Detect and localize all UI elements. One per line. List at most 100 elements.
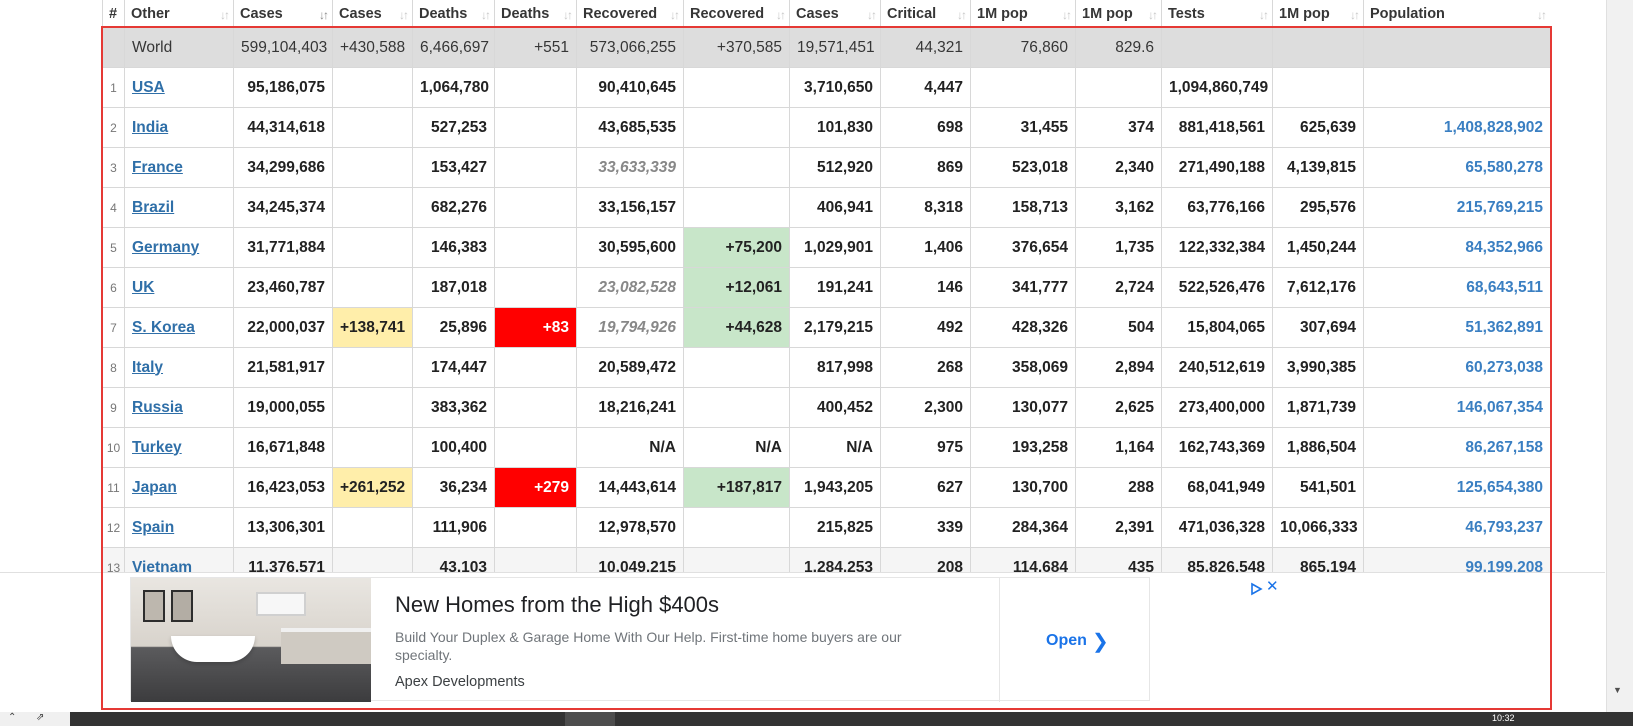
arrow-icon[interactable]: ⇗ [36, 712, 45, 723]
country-name-link[interactable]: UK [132, 278, 155, 296]
active-cases-cell: 1,029,901 [789, 227, 881, 268]
ad-card[interactable]: New Homes from the High $400s Build Your… [130, 577, 1279, 702]
country-name-link[interactable]: Turkey [132, 438, 182, 456]
country-link[interactable]: Germany [124, 227, 234, 268]
new-deaths-cell: +83 [494, 307, 577, 348]
country-name-link[interactable]: France [132, 158, 183, 176]
total-recovered-cell: 14,443,614 [576, 467, 684, 508]
country-link[interactable]: Russia [124, 387, 234, 428]
country-name-link[interactable]: Vietnam [132, 558, 193, 576]
ad-choices-icon[interactable] [1249, 582, 1263, 596]
header-cases-per-1m[interactable]: 1M pop ↓↑ [970, 0, 1076, 28]
total-cases-cell: 23,460,787 [233, 267, 333, 308]
header-new-cases[interactable]: Cases ↓↑ [332, 0, 413, 28]
new-cases-cell [332, 387, 413, 428]
country-link[interactable]: Brazil [124, 187, 234, 228]
new-deaths-cell [494, 147, 577, 188]
header-total-tests[interactable]: Tests ↓↑ [1161, 0, 1273, 28]
sort-icon[interactable]: ↓↑ [670, 8, 680, 22]
header-active-cases[interactable]: Cases ↓↑ [789, 0, 881, 28]
sort-icon[interactable]: ↓↑ [220, 8, 230, 22]
country-link[interactable]: France [124, 147, 234, 188]
deaths-per-1m-cell: 504 [1075, 307, 1162, 348]
header-label: Cases [796, 6, 839, 22]
table-row: 2 India 44,314,618 527,253 43,685,535 101,830… [102, 107, 1550, 148]
total-tests-cell: 881,418,561 [1161, 107, 1273, 148]
header-tests-per-1m[interactable]: 1M pop ↓↑ [1272, 0, 1364, 28]
sort-icon[interactable]: ↓↑ [563, 8, 573, 22]
sort-icon[interactable]: ↓↑ [1259, 8, 1269, 22]
header-total-cases[interactable]: Cases ↓↑ [233, 0, 333, 28]
deaths-per-1m-cell: 374 [1075, 107, 1162, 148]
header-new-deaths[interactable]: Deaths ↓↑ [494, 0, 577, 28]
country-name-link[interactable]: Japan [132, 478, 177, 496]
table-row: 4 Brazil 34,245,374 682,276 33,156,157 406,94… [102, 187, 1550, 228]
sort-icon[interactable]: ↓↑ [867, 8, 877, 22]
population-cell: 84,352,966 [1363, 227, 1550, 268]
header-deaths-per-1m[interactable]: 1M pop ↓↑ [1075, 0, 1162, 28]
sort-icon[interactable]: ↓↑ [1062, 8, 1072, 22]
header-population[interactable]: Population ↓↑ [1363, 0, 1550, 28]
vertical-scrollbar[interactable] [1606, 0, 1633, 712]
chevron-right-icon[interactable]: ❯ [1092, 631, 1109, 653]
sort-icon[interactable]: ↓↑ [776, 8, 786, 22]
sort-icon[interactable]: ↓↑ [1350, 8, 1360, 22]
country-link[interactable]: Spain [124, 507, 234, 548]
total-cases-cell: 44,314,618 [233, 107, 333, 148]
country-name-link[interactable]: India [132, 118, 169, 136]
country-name-link[interactable]: Brazil [132, 198, 175, 216]
close-icon[interactable]: ✕ [1266, 578, 1279, 595]
sort-icon[interactable]: ↓↑ [319, 8, 329, 22]
sort-icon[interactable]: ↓↑ [1148, 8, 1158, 22]
country-name-link[interactable]: Italy [132, 358, 164, 376]
chevron-up-icon[interactable]: ⌃ [8, 712, 17, 723]
taskbar-clock: 10:32 [1492, 713, 1515, 723]
country-link[interactable]: USA [124, 67, 234, 108]
new-cases-cell [332, 67, 413, 108]
country-name-link[interactable]: Russia [132, 398, 183, 416]
total-tests-cell: 68,041,949 [1161, 467, 1273, 508]
country-name-link[interactable]: USA [132, 78, 165, 96]
wall-picture-right [171, 590, 193, 622]
country-name-link[interactable]: Spain [132, 518, 175, 536]
header-country[interactable]: Other ↓↑ [124, 0, 234, 28]
deaths-per-1m-cell: 2,894 [1075, 347, 1162, 388]
population-cell: 1,408,828,902 [1363, 107, 1550, 148]
cases-per-1m-cell: 341,777 [970, 267, 1076, 308]
header-label: Cases [339, 6, 382, 22]
header-total-deaths[interactable]: Deaths ↓↑ [412, 0, 495, 28]
country-link[interactable]: UK [124, 267, 234, 308]
sort-icon[interactable]: ↓↑ [1537, 8, 1547, 22]
header-total-recovered[interactable]: Recovered ↓↑ [576, 0, 684, 28]
ad-title[interactable]: New Homes from the High $400s [395, 592, 720, 617]
header-critical[interactable]: Critical ↓↑ [880, 0, 971, 28]
header-label: Deaths [501, 6, 550, 22]
taskbar-app-button[interactable] [565, 712, 615, 726]
sort-icon[interactable]: ↓↑ [481, 8, 491, 22]
population-cell [1363, 67, 1550, 108]
tests-per-1m-cell: 7,612,176 [1272, 267, 1364, 308]
header-new-recovered[interactable]: Recovered ↓↑ [683, 0, 790, 28]
total-deaths-cell: 187,018 [412, 267, 495, 308]
scroll-down-arrow-icon[interactable]: ▼ [1613, 685, 1622, 695]
header-number[interactable]: # [102, 0, 125, 28]
sort-icon[interactable]: ↓↑ [399, 8, 409, 22]
header-label: Cases [240, 6, 283, 22]
sort-icon[interactable]: ↓↑ [957, 8, 967, 22]
tests-per-1m-cell: 1,450,244 [1272, 227, 1364, 268]
country-name-link[interactable]: Germany [132, 238, 200, 256]
new-deaths-cell [494, 227, 577, 268]
country-link[interactable]: Japan [124, 467, 234, 508]
total-recovered-cell: 90,410,645 [576, 67, 684, 108]
country-link[interactable]: Italy [124, 347, 234, 388]
country-link[interactable]: Turkey [124, 427, 234, 468]
ad-image[interactable] [131, 578, 371, 702]
country-name-link[interactable]: S. Korea [132, 318, 195, 336]
country-link[interactable]: S. Korea [124, 307, 234, 348]
country-link[interactable]: India [124, 107, 234, 148]
ad-divider [999, 578, 1000, 702]
taskbar-tray-left[interactable]: ⌃ ⇗ [0, 712, 70, 726]
new-deaths-cell [494, 427, 577, 468]
ad-open-button[interactable]: Open [1046, 632, 1087, 649]
deaths-per-1m-cell: 288 [1075, 467, 1162, 508]
